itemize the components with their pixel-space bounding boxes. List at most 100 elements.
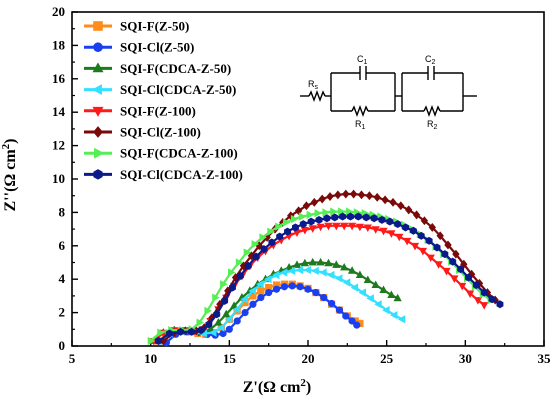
data-point <box>204 306 212 316</box>
data-point <box>208 328 217 337</box>
data-point <box>374 300 382 309</box>
data-point <box>319 268 327 277</box>
data-point <box>251 239 260 249</box>
data-point <box>450 275 459 283</box>
data-point <box>287 266 296 276</box>
data-point <box>324 222 333 231</box>
y-tick-label: 12 <box>52 138 65 153</box>
data-point <box>426 254 435 263</box>
data-point <box>457 265 465 274</box>
data-point <box>257 287 265 295</box>
data-point <box>292 260 302 268</box>
data-point <box>402 223 410 232</box>
y-tick-label: 2 <box>59 305 66 320</box>
label-r2: R2 <box>427 119 438 131</box>
data-point <box>465 290 475 299</box>
y-tick-label: 0 <box>59 338 66 353</box>
data-point <box>379 285 388 294</box>
legend: SQI-F(Z-50) SQI-Cl(Z-50) SQI-F(CDCA-Z-50) S… <box>84 19 243 182</box>
y-tick-label: 16 <box>52 71 66 86</box>
legend-item: SQI-F(Z-100) <box>84 103 196 118</box>
data-point <box>303 265 311 275</box>
legend-label: SQI-Cl(CDCA-Z-100) <box>120 167 243 182</box>
data-point <box>436 231 444 241</box>
x-tick-label: 15 <box>223 351 237 366</box>
data-point <box>349 189 358 199</box>
data-point <box>271 270 280 280</box>
data-point <box>177 327 184 336</box>
data-point <box>280 283 289 291</box>
data-point <box>473 297 483 305</box>
data-point <box>480 302 489 310</box>
plot-series <box>147 189 504 347</box>
data-point <box>365 191 374 201</box>
data-point <box>397 201 405 211</box>
data-point <box>347 266 357 274</box>
data-point <box>322 208 330 217</box>
data-point <box>342 278 351 287</box>
data-point <box>282 218 291 227</box>
legend-swatch-marker <box>93 42 103 53</box>
data-point <box>362 213 370 222</box>
data-point <box>472 281 480 290</box>
data-point <box>366 294 374 303</box>
data-point <box>241 309 249 317</box>
data-point <box>316 257 325 266</box>
data-point <box>212 293 220 302</box>
data-point <box>405 205 413 215</box>
data-point <box>381 195 389 205</box>
data-point <box>334 274 343 283</box>
data-point <box>288 282 296 290</box>
data-point <box>222 309 231 318</box>
data-point <box>249 300 257 308</box>
data-point <box>452 249 460 259</box>
data-point <box>308 225 317 233</box>
data-point <box>347 222 357 231</box>
data-point <box>307 217 315 226</box>
data-point <box>371 280 380 289</box>
data-point <box>260 245 268 254</box>
data-point <box>449 257 457 266</box>
data-point <box>332 260 341 268</box>
data-point <box>355 223 365 232</box>
legend-label: SQI-Cl(Z-50) <box>120 40 194 55</box>
data-point <box>225 325 233 333</box>
data-point <box>328 299 336 308</box>
data-point <box>302 201 311 211</box>
data-point <box>342 189 350 199</box>
legend-item: SQI-Cl(Z-50) <box>84 40 194 55</box>
data-point <box>441 250 449 259</box>
data-point <box>402 237 412 246</box>
data-point <box>350 283 359 292</box>
data-point <box>320 293 328 302</box>
data-point <box>348 317 356 325</box>
data-point <box>275 222 283 231</box>
data-point <box>205 320 213 329</box>
data-point <box>370 214 378 223</box>
data-point <box>228 268 236 277</box>
y-tick-label: 8 <box>59 204 66 219</box>
data-point <box>354 212 362 221</box>
data-point <box>395 233 404 242</box>
data-point <box>240 295 248 304</box>
series-7 <box>155 212 504 345</box>
y-tick-label: 4 <box>59 271 66 286</box>
data-point <box>243 248 252 257</box>
y-tick-label: 18 <box>52 37 66 52</box>
data-point <box>330 207 338 216</box>
data-point <box>386 217 394 226</box>
data-point <box>304 285 312 293</box>
data-point <box>310 197 318 207</box>
data-point <box>342 312 350 320</box>
data-point <box>387 290 396 299</box>
data-point <box>294 206 303 216</box>
data-point <box>425 236 433 245</box>
data-point <box>332 222 341 231</box>
data-point <box>244 261 252 270</box>
data-point <box>295 265 304 275</box>
data-point <box>155 337 162 345</box>
x-tick-label: 35 <box>538 351 550 366</box>
data-point <box>378 215 386 224</box>
legend-item: SQI-Cl(CDCA-Z-50) <box>84 82 236 97</box>
data-point <box>389 197 397 207</box>
